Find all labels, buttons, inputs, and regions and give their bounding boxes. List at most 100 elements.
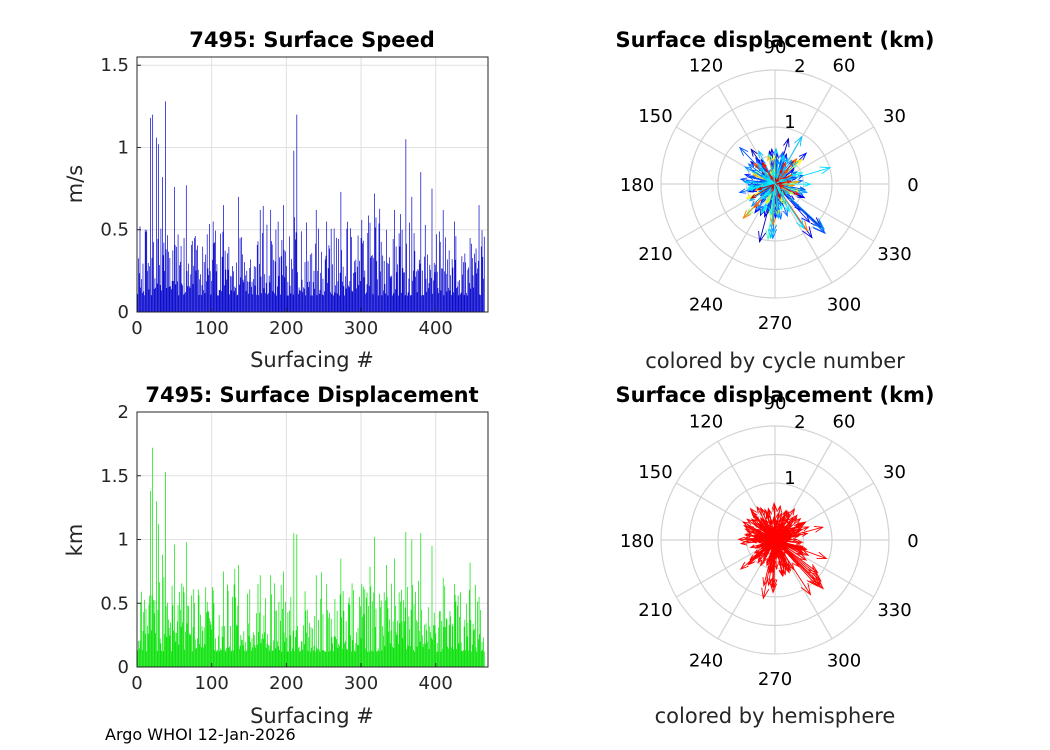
arrowhead [737,536,746,543]
displacement-arrow [770,183,776,215]
arrowhead [773,147,779,155]
arrowhead [762,162,767,168]
arrowhead [750,193,757,199]
arrowhead [778,198,783,204]
arrowhead [810,573,822,586]
polar-angle-label: 90 [764,37,787,58]
arrowhead [812,218,826,230]
polar-hemisphere-caption: colored by hemisphere [655,704,896,728]
arrowhead [799,186,807,191]
arrowhead [750,510,758,519]
arrowhead [767,566,773,574]
arrowhead [769,553,773,559]
x-tick-label: 100 [195,673,229,694]
polar-angle-label: 300 [827,651,861,672]
arrowhead [754,206,761,214]
arrowhead [799,546,807,551]
polar-spoke [774,183,833,284]
arrowhead [742,210,751,220]
displacement-arrow [765,539,776,549]
polar-radius-label: 1 [784,468,795,489]
arrowhead [753,522,759,528]
polar-angle-label: 90 [764,393,787,414]
arrowhead [806,575,818,587]
speed-panel: 0 100 200 300 400 0 0.5 1 1.5 7495: Surface Spee… [63,28,489,372]
arrowhead [798,152,808,161]
y-tick-label: 1 [118,137,129,158]
displacement-bars [137,447,485,667]
arrowhead [764,544,770,549]
y-tick-label: 1 [118,530,129,551]
polar-angle-label: 210 [638,600,672,621]
arrowhead [781,567,787,576]
polar-angle-label: 0 [907,531,918,552]
arrowhead [777,193,781,199]
arrowhead [770,217,777,227]
arrowhead [759,167,764,173]
arrowhead [785,541,791,546]
polar-hemisphere-labels: 0 30 60 90 120 150 180 210 240 270 300 330 1 2 [620,393,919,690]
polar-angle-label: 180 [620,531,654,552]
displacement-title: 7495: Surface Displacement [145,383,478,407]
arrowhead [763,205,768,212]
polar-radius-label: 2 [794,412,805,433]
arrowhead [758,150,764,158]
polar-angle-label: 120 [689,55,723,76]
arrowhead [778,569,784,578]
arrowhead [779,568,785,577]
arrowhead [801,550,810,556]
y-tick-label: 0.5 [100,593,129,614]
arrowhead [780,190,785,196]
arrowhead [794,517,802,525]
speed-title: 7495: Surface Speed [189,28,435,52]
displacement-arrow [767,539,776,552]
arrowhead [765,181,771,186]
arrowhead [787,537,793,542]
arrowhead [802,526,810,532]
arrowhead [801,213,811,224]
polar-angle-label: 60 [833,55,856,76]
arrowhead [797,179,804,184]
arrowhead [793,135,803,147]
arrowhead [768,180,774,185]
displacement-arrow [774,183,781,198]
y-tick-label: 2 [118,402,129,423]
arrowhead [743,180,751,185]
polar-angle-label: 30 [883,106,906,127]
polar-angle-label: 270 [758,669,792,690]
arrowhead [767,154,772,162]
arrowhead [749,544,756,549]
arrowhead [765,540,772,544]
arrowhead [757,162,763,169]
displacement-arrow [774,539,803,555]
displacement-arrow [770,175,776,185]
arrowhead [770,184,776,190]
arrowhead [796,549,804,555]
arrowhead [771,169,776,176]
arrowhead [793,190,800,195]
arrowhead [769,578,776,589]
arrowhead [757,557,763,564]
arrowhead [763,549,768,555]
arrowhead [809,575,821,587]
arrowhead [753,162,759,169]
arrowhead [763,192,769,198]
arrowhead [791,157,798,165]
arrowhead [786,159,793,166]
polar-hemisphere-panel: 0 30 60 90 120 150 180 210 240 270 300 330 1 2 Surfac… [615,383,934,728]
polar-cycle-title: Surface displacement (km) [615,28,934,52]
speed-ylabel: m/s [63,165,87,203]
arrowhead [779,520,783,526]
arrowhead [813,525,825,533]
displacement-arrow [774,518,801,541]
arrowhead [738,146,749,157]
arrowhead [749,530,756,535]
arrowhead [767,228,776,240]
displacement-arrow [774,179,784,185]
arrowhead [745,208,754,217]
displacement-arrow [750,539,776,548]
arrowhead [778,178,785,183]
arrowhead [767,199,772,205]
arrowhead [800,188,809,194]
displacement-ticks: 0 100 200 300 400 0 0.5 1 1.5 2 [100,402,453,694]
